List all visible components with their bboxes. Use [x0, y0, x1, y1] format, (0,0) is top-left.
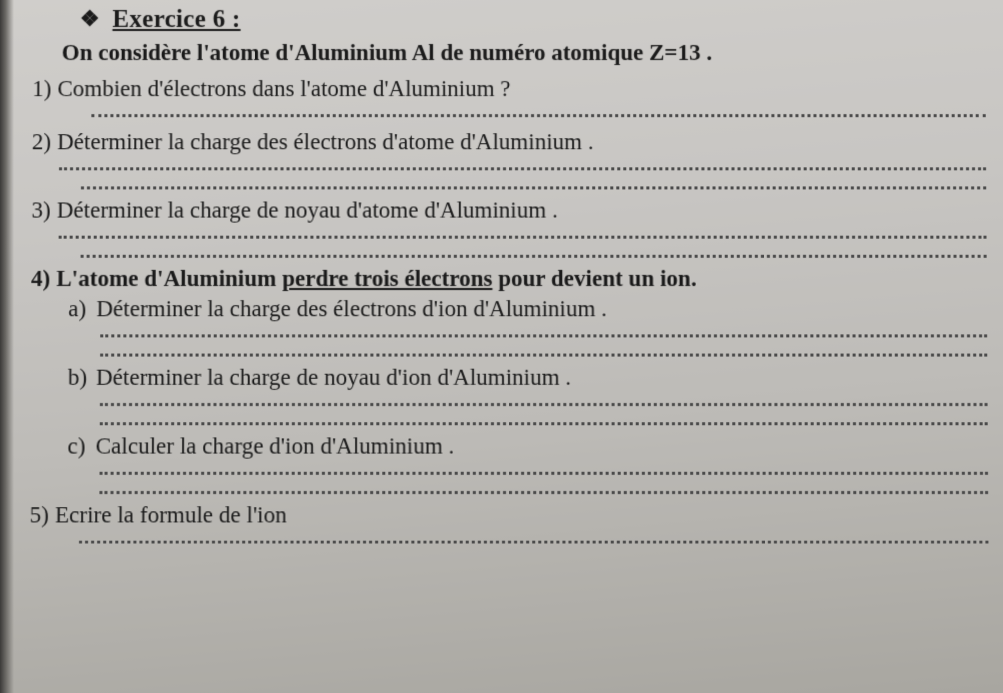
question-1: 1) Combien d'électrons dans l'atome d'Al… [21, 76, 985, 102]
question-text: Déterminer la charge des électrons d'ato… [57, 129, 986, 155]
sub-text: Calculer la charge d'ion d'Aluminium . [96, 433, 988, 459]
answer-line [99, 487, 988, 494]
question-number: 3) [21, 197, 57, 223]
q4-part-a: L'atome d'Aluminium [56, 266, 282, 291]
question-text: Déterminer la charge de noyau d'atome d'… [57, 197, 987, 223]
question-text: Ecrire la formule de l'ion [55, 502, 988, 528]
question-4a: a) Déterminer la charge des électrons d'… [20, 296, 987, 322]
exercise-heading: ❖ Exercice 6 : [22, 6, 985, 34]
answer-line [79, 537, 988, 544]
question-5: 5) Ecrire la formule de l'ion [19, 502, 989, 528]
answer-line [81, 251, 987, 258]
exercise-intro: On considère l'atome d'Aluminium Al de n… [22, 40, 986, 66]
question-4-text: L'atome d'Aluminium perdre trois électro… [56, 266, 696, 291]
sub-text: Déterminer la charge des électrons d'ion… [96, 296, 987, 322]
sub-number: a) [68, 296, 96, 322]
question-4c: c) Calculer la charge d'ion d'Aluminium … [19, 433, 988, 459]
exercise-title: Exercice 6 : [112, 6, 240, 33]
question-number: 4) [20, 266, 56, 292]
diamond-bullet-icon: ❖ [80, 6, 100, 32]
sub-text: Déterminer la charge de noyau d'ion d'Al… [96, 365, 988, 391]
question-4: 4) L'atome d'Aluminium perdre trois élec… [20, 266, 987, 292]
question-2: 2) Déterminer la charge des électrons d'… [21, 129, 986, 155]
question-3: 3) Déterminer la charge de noyau d'atome… [21, 197, 987, 223]
answer-line [100, 468, 988, 475]
q4-part-b: pour devient un ion. [492, 266, 696, 291]
sub-number: c) [67, 433, 95, 459]
answer-line [81, 182, 986, 189]
question-4b: b) Déterminer la charge de noyau d'ion d… [20, 365, 988, 391]
sub-number: b) [68, 365, 96, 391]
answer-line [100, 418, 988, 425]
question-number: 1) [21, 76, 57, 102]
exercise-page: ❖ Exercice 6 : On considère l'atome d'Al… [0, 0, 1003, 693]
question-number: 5) [19, 502, 55, 528]
answer-line [91, 110, 985, 117]
answer-line [100, 399, 988, 406]
answer-line [100, 330, 987, 337]
question-number: 2) [21, 129, 57, 155]
answer-line [100, 350, 987, 357]
answer-line [59, 232, 987, 239]
question-text: Combien d'électrons dans l'atome d'Alumi… [57, 76, 985, 102]
answer-line [59, 163, 986, 170]
q4-part-underline: perdre trois électrons [282, 266, 492, 291]
